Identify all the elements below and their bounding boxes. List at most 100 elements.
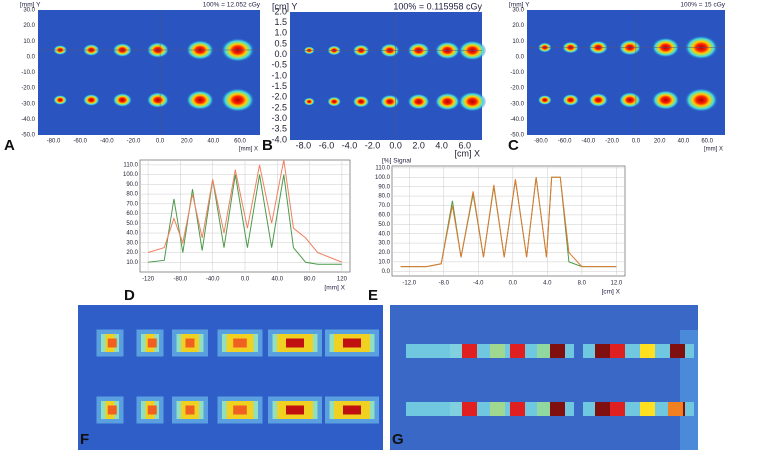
x-tick-label: 120 <box>337 277 348 283</box>
y-tick-label: -3.5 <box>271 124 287 134</box>
x-axis-label: [cm] X <box>602 289 621 296</box>
dose-normalization: 100% = 12.052 cGy <box>203 2 261 9</box>
y-axis-label: [cm] Y <box>272 1 297 11</box>
pixel-high <box>537 344 552 358</box>
pixel-peak <box>550 402 565 416</box>
y-tick-label: 90.0 <box>378 184 390 190</box>
x-tick-label: -60.0 <box>558 139 572 145</box>
x-tick-label: 60.0 <box>234 139 246 145</box>
x-tick-label: -40.0 <box>100 139 114 145</box>
heatmap-background <box>290 12 482 140</box>
pixel-peak <box>550 344 565 358</box>
pixel-peak <box>233 338 247 348</box>
x-tick-label: -80.0 <box>534 139 548 145</box>
dose-spot <box>562 94 579 106</box>
y-axis-label: [%] Signal <box>382 158 412 165</box>
y-tick-label: 60.0 <box>378 212 390 218</box>
panel-label: B <box>262 137 273 154</box>
pixel-high <box>595 402 610 416</box>
x-axis-label: [cm] X <box>454 148 480 158</box>
y-tick-label: -30.0 <box>21 101 35 107</box>
x-tick-label: -80.0 <box>47 139 61 145</box>
pixel-map <box>78 305 383 450</box>
panel-label: C <box>508 137 519 154</box>
y-tick-label: -0.5 <box>271 60 287 70</box>
line-series <box>147 159 343 263</box>
y-tick-label: 20.0 <box>378 250 390 256</box>
pixel-high <box>640 402 655 416</box>
y-tick-label: -1.5 <box>271 81 287 91</box>
x-tick-label: -80.0 <box>174 277 188 283</box>
x-tick-label: 2.0 <box>412 140 425 150</box>
pixel-peak <box>610 402 625 416</box>
line-series <box>148 174 342 265</box>
x-tick-label: -60.0 <box>73 139 87 145</box>
dose-spot <box>651 90 680 110</box>
y-tick-label: 10.0 <box>512 39 524 45</box>
dose-spot <box>186 90 215 110</box>
dose-spot <box>434 92 461 111</box>
y-tick-label: 10.0 <box>23 39 35 45</box>
y-tick-label: -3.0 <box>271 113 287 123</box>
x-tick-label: -120 <box>142 277 155 283</box>
pixel-peak <box>510 344 525 358</box>
x-tick-label: 40.0 <box>678 139 690 145</box>
dose-spot <box>618 92 642 108</box>
y-tick-label: 20.0 <box>512 23 524 29</box>
y-tick-label: 10.0 <box>378 259 390 265</box>
dose-spot <box>407 93 430 110</box>
panel-label: F <box>80 431 89 448</box>
y-tick-label: -40.0 <box>21 117 35 123</box>
pixel-high <box>490 344 505 358</box>
y-tick-label: 1.0 <box>274 28 287 38</box>
y-tick-label: -20.0 <box>510 86 524 92</box>
pixel-peak <box>343 338 361 348</box>
y-tick-label: 30.0 <box>23 8 35 14</box>
y-tick-label: 0.0 <box>516 54 525 60</box>
y-tick-label: 2.0 <box>274 6 287 16</box>
pixel-high <box>595 344 610 358</box>
heatmap-background <box>38 10 260 135</box>
x-tick-label: 4.0 <box>435 140 448 150</box>
pixel-peak <box>668 402 683 416</box>
x-tick-label: 20.0 <box>654 139 666 145</box>
dose-spot <box>146 92 170 108</box>
pixel-peak <box>147 405 157 415</box>
x-axis-label: [mm] X <box>239 147 258 153</box>
y-tick-label: -2.0 <box>271 92 287 102</box>
y-tick-label: 1.5 <box>274 17 287 27</box>
y-tick-label: -4.0 <box>271 134 287 144</box>
y-tick-label: -10.0 <box>510 70 524 76</box>
y-axis-label: [mm] Y <box>20 2 41 9</box>
y-tick-label: 50.0 <box>126 221 138 227</box>
pixel-peak <box>185 405 195 415</box>
x-tick-label: 0.0 <box>241 277 250 283</box>
dose-spot <box>303 97 315 106</box>
x-axis-label: [mm] X <box>324 285 345 292</box>
x-tick-label: 6.0 <box>458 140 471 150</box>
y-tick-label: -1.0 <box>271 70 287 80</box>
y-tick-label: 30.0 <box>126 240 138 246</box>
y-tick-label: 70.0 <box>378 203 390 209</box>
dose-normalization: 100% = 0.115958 cGy <box>393 1 482 11</box>
dose-spot <box>327 96 342 107</box>
pixel-peak <box>185 338 195 348</box>
y-tick-label: -20.0 <box>21 86 35 92</box>
y-tick-label: 20.0 <box>23 23 35 29</box>
pixel-peak <box>610 344 625 358</box>
x-tick-label: -6.0 <box>319 140 335 150</box>
y-tick-label: 110.0 <box>123 162 138 168</box>
x-tick-label: -8.0 <box>296 140 312 150</box>
y-tick-label: 40.0 <box>378 231 390 237</box>
y-tick-label: 90.0 <box>126 182 138 188</box>
x-tick-label: 4.0 <box>543 281 552 287</box>
panel-label: E <box>368 287 378 304</box>
y-tick-label: -30.0 <box>510 101 524 107</box>
x-tick-label: 8.0 <box>578 281 587 287</box>
panel-label: A <box>4 137 15 154</box>
y-tick-label: 100.0 <box>123 172 139 178</box>
pixel-peak <box>233 405 247 415</box>
pixel-peak <box>286 405 304 415</box>
dose-spot <box>684 88 719 112</box>
y-tick-label: 80.0 <box>378 194 390 200</box>
